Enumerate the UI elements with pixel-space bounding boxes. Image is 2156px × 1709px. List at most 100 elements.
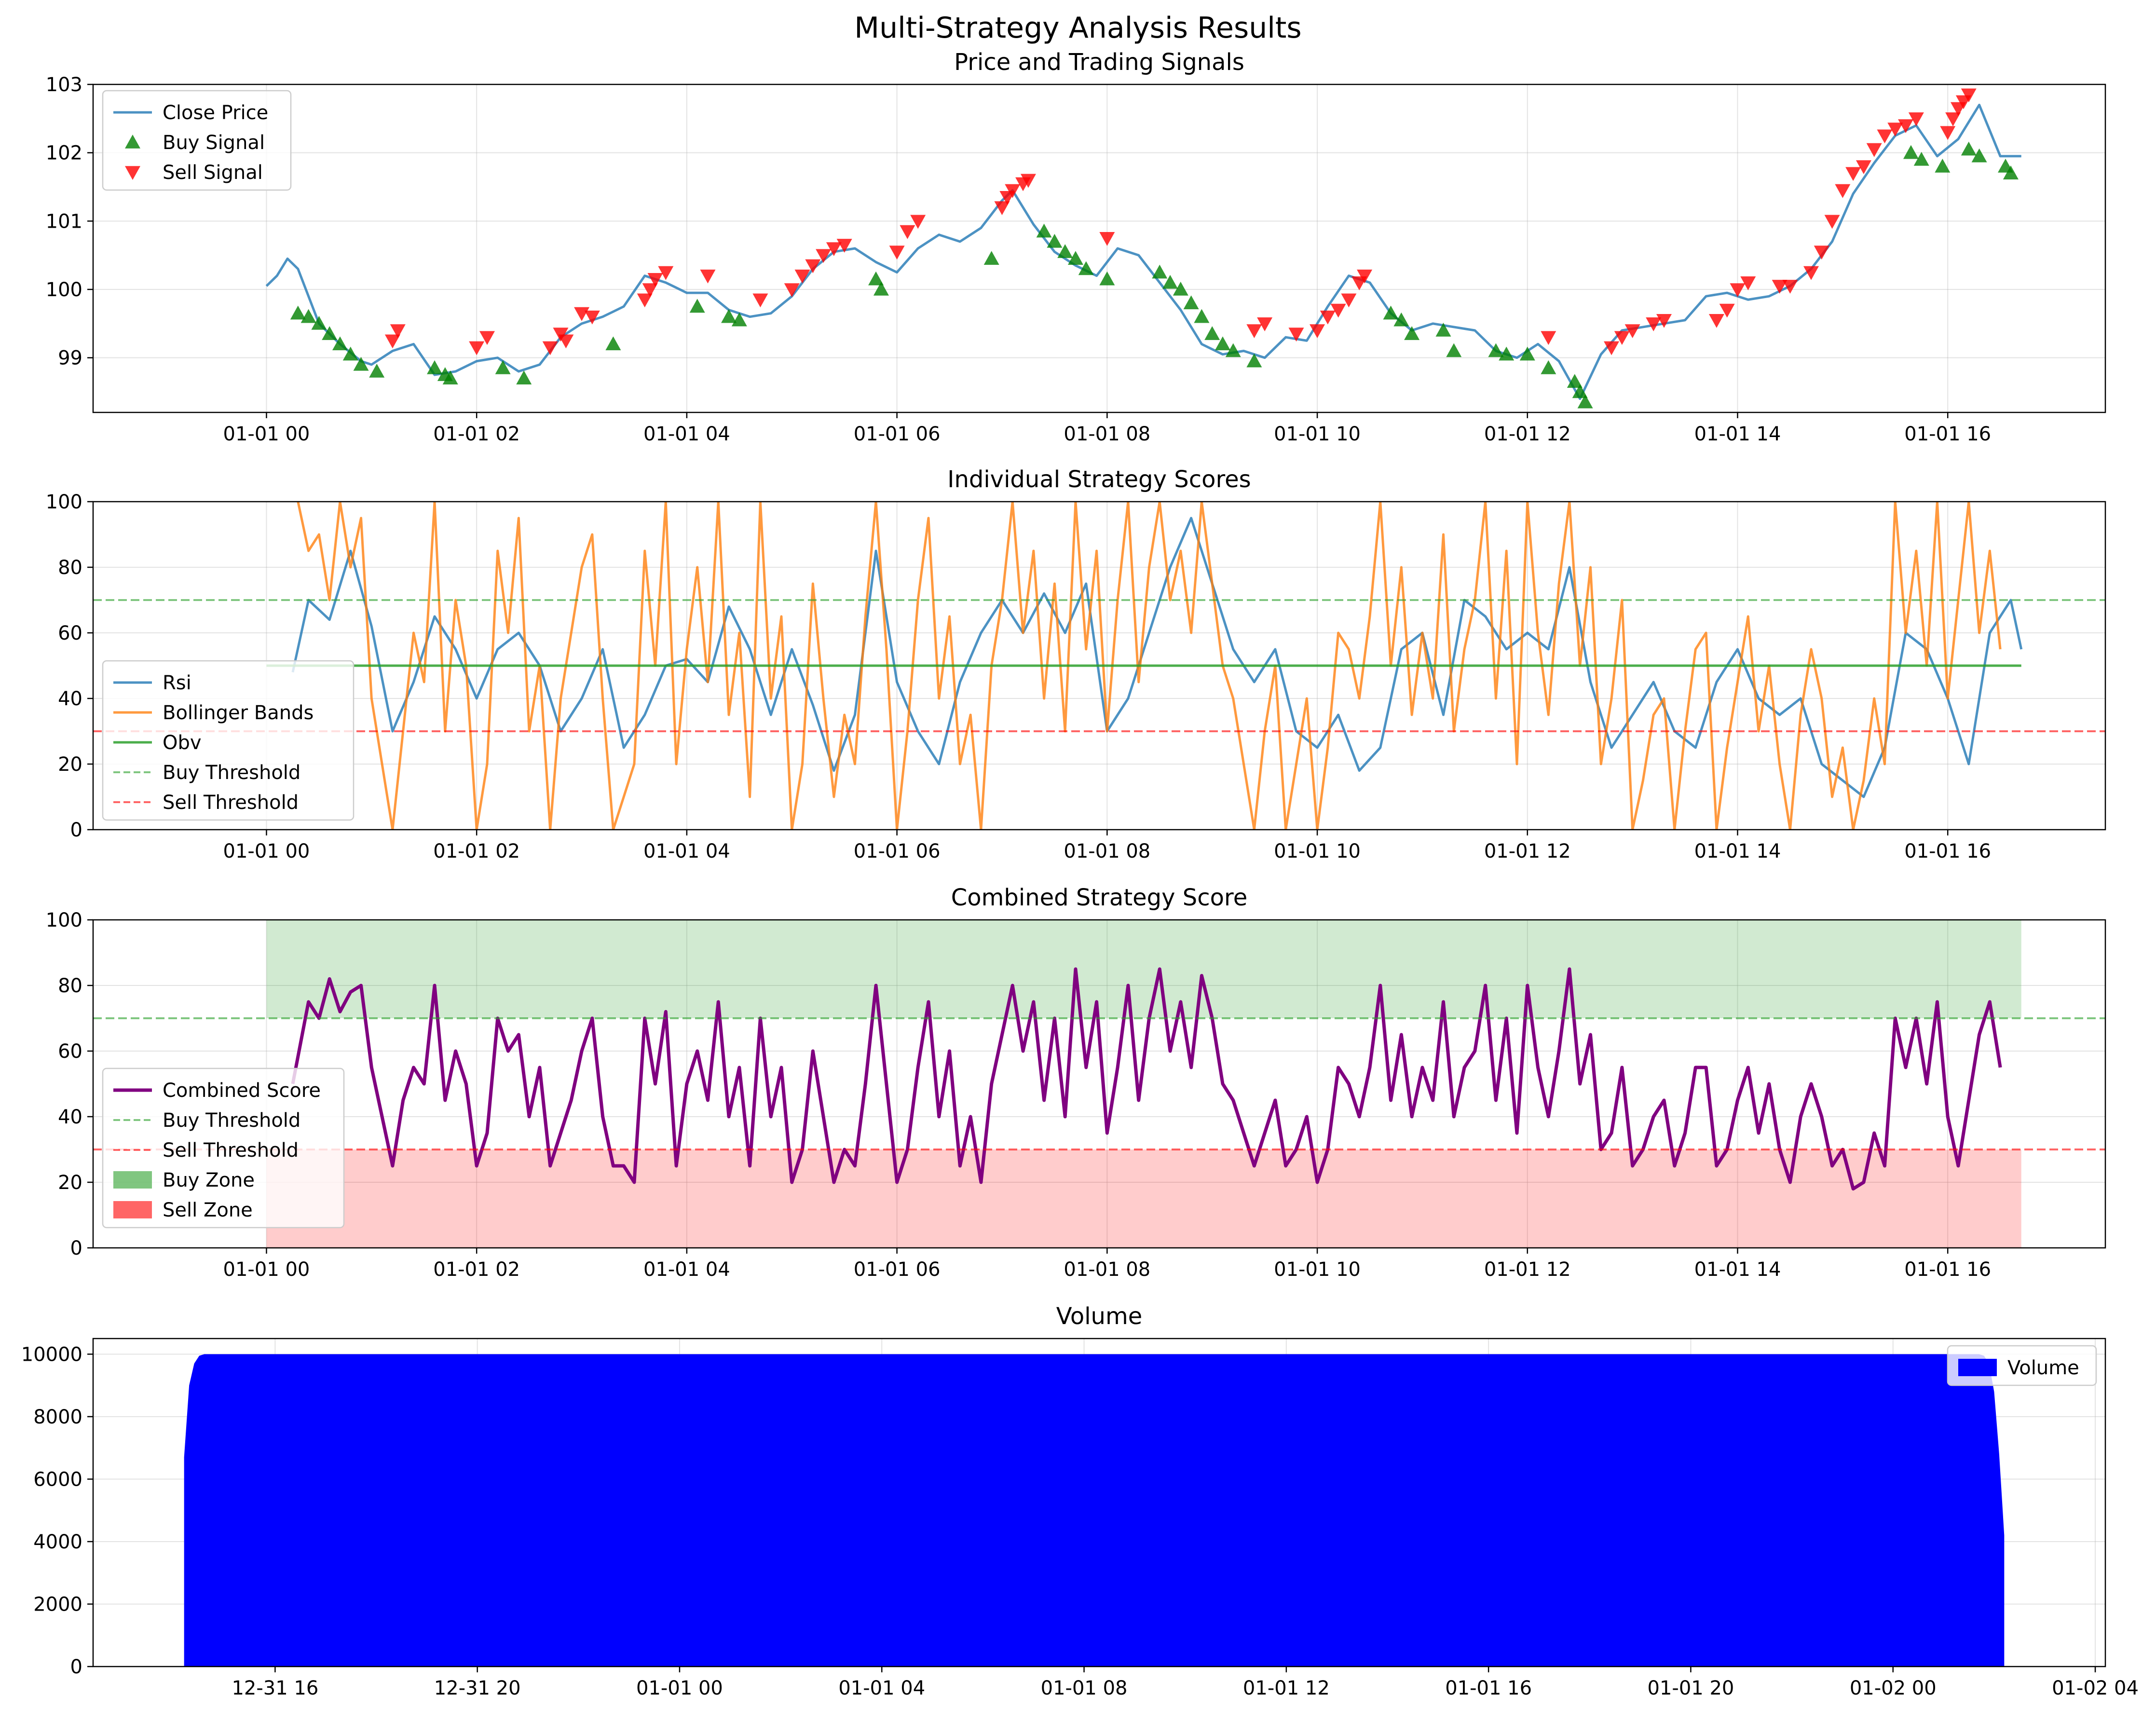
buy-marker [322,326,338,340]
buy-marker [1572,384,1588,398]
x-tick-label: 01-01 00 [223,1258,310,1281]
sell-marker [1320,310,1336,325]
sell-marker [1877,129,1893,144]
legend-box [102,660,355,821]
y-tick-label: 101 [46,210,82,232]
y-tick-label: 40 [58,1106,82,1128]
sell-marker [816,249,832,263]
sell-marker [794,269,810,284]
legend-box [102,90,292,191]
y-tick-label: 2000 [33,1593,82,1615]
y-tick-label: 8000 [33,1406,82,1428]
y-tick-label: 100 [46,491,82,513]
sell-marker [584,310,600,325]
buy-marker [1036,223,1052,238]
buy-marker [1162,274,1178,289]
buy-marker [1183,295,1199,310]
legend-label: Bollinger Bands [163,702,314,724]
grid-price [93,84,2105,412]
buy-marker [290,305,306,320]
legend-label: Buy Threshold [163,1109,300,1132]
x-tick-label: 01-01 00 [636,1677,723,1699]
y-tick-label: 102 [46,142,82,164]
sell-marker [1772,280,1788,294]
buy-marker [1435,323,1451,337]
legend-volume: Volume [1947,1345,2097,1386]
buy-marker [1225,343,1241,357]
sell-marker [658,266,674,280]
sell-marker [1257,317,1273,331]
x-tick-label: 01-01 12 [1243,1677,1330,1699]
buy-marker [1446,343,1462,357]
buy-marker [983,251,999,265]
legend-combined: Combined Score Buy Threshold Sell Threshol… [102,1067,345,1229]
buy-marker [1194,309,1210,323]
y-tick-label: 20 [58,1172,82,1194]
sell-marker [1887,123,1903,137]
axis-ticks-volume: 12-31 16 12-31 20 01-01 00 01-01 04 01-01 08… [21,1343,2139,1699]
series-buy-zone-combined [266,920,2021,1018]
sell-marker [1835,184,1851,198]
sell-marker [1719,303,1735,318]
buy-marker [689,299,705,313]
buy-marker [427,360,443,374]
x-tick-label: 12-31 16 [232,1677,318,1699]
x-tick-label: 01-01 06 [854,423,941,445]
axes-frame-price [92,83,2106,413]
buy-marker [1173,282,1188,296]
legend-label: Buy Signal [163,132,265,154]
x-tick-label: 01-01 00 [223,423,310,445]
sell-marker [1782,280,1798,294]
x-tick-label: 01-01 16 [1445,1677,1532,1699]
legend-swatch-sell-zone [113,1201,152,1218]
x-tick-label: 01-01 08 [1064,423,1150,445]
buy-marker [1047,233,1063,248]
x-tick-label: 01-01 14 [1694,1258,1781,1281]
sell-marker [1020,174,1036,188]
x-tick-label: 01-01 14 [1694,840,1781,862]
sell-marker [1940,126,1956,140]
x-tick-label: 01-01 08 [1064,840,1150,862]
legend-label: Buy Threshold [163,762,300,784]
buy-marker [1499,346,1515,361]
buy-marker [1567,374,1583,388]
buy-marker [1903,145,1919,159]
y-tick-label: 99 [58,347,82,369]
legend-swatch-buy-signal [125,135,140,149]
y-tick-label: 4000 [33,1531,82,1553]
buy-marker [1393,312,1409,327]
x-tick-label: 01-01 16 [1904,1258,1991,1281]
x-tick-label: 01-01 06 [854,840,941,862]
y-tick-label: 0 [70,1656,82,1678]
axis-ticks-combined: 01-01 00 01-01 02 01-01 04 01-01 06 01-01 08… [46,909,1991,1281]
sell-marker [1005,184,1021,198]
x-tick-label: 01-01 12 [1484,423,1571,445]
buy-marker [516,370,532,384]
sell-marker [826,242,842,256]
chart-title-scores: Individual Strategy Scores [947,466,1251,493]
sell-marker [1646,317,1662,331]
chart-title-volume: Volume [1056,1303,1143,1330]
series-buy-signal-price [290,141,2019,409]
legend-label: Obv [163,732,202,754]
sell-marker [910,215,926,229]
axes-frame-combined [92,919,2106,1249]
sell-marker [900,225,915,239]
buy-marker [1519,346,1535,361]
legend-swatch-buy-zone [113,1171,152,1189]
buy-marker [1078,261,1094,275]
sell-marker [1246,324,1262,338]
legend-label: Rsi [163,672,191,694]
sell-marker [647,273,663,287]
sell-marker [1099,232,1115,246]
buy-marker [1541,360,1556,374]
legend-label: Sell Threshold [163,1139,299,1162]
sell-marker [542,341,558,355]
x-tick-label: 01-01 02 [433,423,520,445]
buy-marker [2003,165,2019,179]
x-tick-label: 01-01 20 [1648,1677,1734,1699]
